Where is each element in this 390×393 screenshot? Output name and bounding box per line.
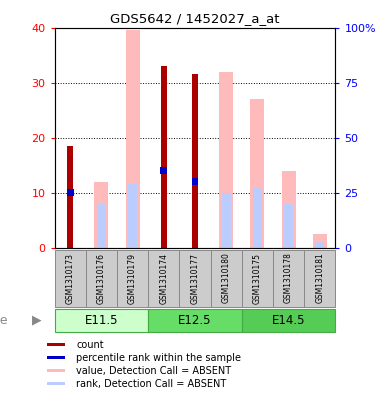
Text: GSM1310181: GSM1310181 xyxy=(315,253,324,303)
Text: GSM1310177: GSM1310177 xyxy=(190,253,200,303)
Text: value, Detection Call = ABSENT: value, Detection Call = ABSENT xyxy=(76,365,232,376)
Text: ▶: ▶ xyxy=(32,314,42,327)
Bar xyxy=(316,242,324,248)
Text: percentile rank within the sample: percentile rank within the sample xyxy=(76,353,241,363)
Text: GSM1310175: GSM1310175 xyxy=(253,253,262,303)
Bar xyxy=(191,178,199,185)
Text: count: count xyxy=(76,340,104,350)
Bar xyxy=(86,250,117,307)
Bar xyxy=(67,189,74,196)
Bar xyxy=(211,250,242,307)
Text: E11.5: E11.5 xyxy=(85,314,118,327)
Bar xyxy=(192,74,198,248)
Bar xyxy=(282,171,296,248)
Bar xyxy=(55,309,148,332)
Bar xyxy=(253,187,262,248)
Bar xyxy=(47,369,65,373)
Bar xyxy=(160,167,167,174)
Text: age: age xyxy=(0,314,8,327)
Text: GSM1310174: GSM1310174 xyxy=(159,253,168,303)
Bar xyxy=(148,309,242,332)
Bar xyxy=(47,343,65,347)
Bar xyxy=(55,250,86,307)
Bar xyxy=(242,309,335,332)
Text: GSM1310176: GSM1310176 xyxy=(97,253,106,303)
Text: E14.5: E14.5 xyxy=(272,314,305,327)
Text: GSM1310178: GSM1310178 xyxy=(284,253,293,303)
Bar xyxy=(250,99,264,248)
Bar xyxy=(284,204,293,248)
Bar xyxy=(67,146,73,248)
Bar xyxy=(242,250,273,307)
Text: GSM1310180: GSM1310180 xyxy=(222,253,231,303)
Bar xyxy=(148,250,179,307)
Text: rank, Detection Call = ABSENT: rank, Detection Call = ABSENT xyxy=(76,378,227,389)
Bar xyxy=(47,382,65,385)
Text: GSM1310179: GSM1310179 xyxy=(128,253,137,303)
Bar xyxy=(219,72,233,248)
Text: GSM1310173: GSM1310173 xyxy=(66,253,75,303)
Bar xyxy=(273,250,304,307)
Bar xyxy=(128,184,137,248)
Bar xyxy=(313,234,327,248)
Bar xyxy=(222,193,230,248)
Bar xyxy=(117,250,148,307)
Bar xyxy=(161,66,167,248)
Bar xyxy=(179,250,211,307)
Title: GDS5642 / 1452027_a_at: GDS5642 / 1452027_a_at xyxy=(110,12,280,25)
Bar xyxy=(97,204,106,248)
Text: E12.5: E12.5 xyxy=(178,314,212,327)
Bar xyxy=(47,356,65,359)
Bar xyxy=(94,182,108,248)
Bar xyxy=(126,30,140,248)
Bar xyxy=(304,250,335,307)
